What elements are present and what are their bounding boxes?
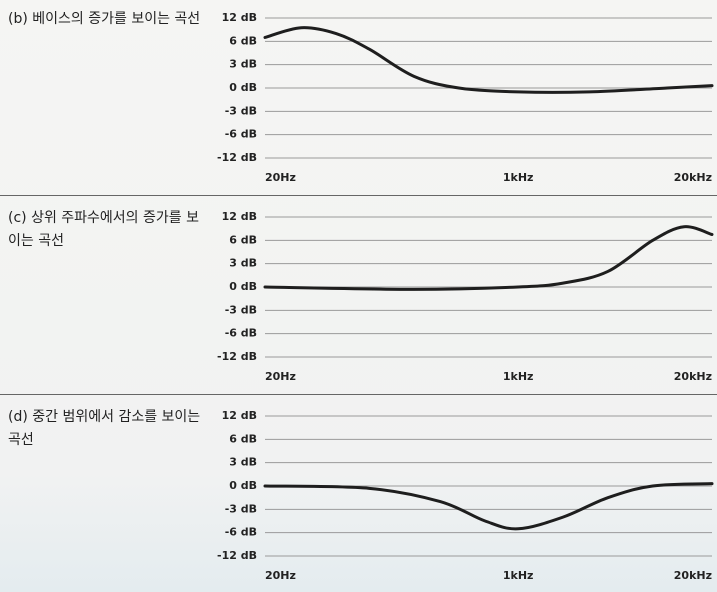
y-tick-label: -3 dB (225, 104, 257, 117)
y-tick-label: 6 dB (229, 432, 257, 445)
x-tick-label: 20Hz (265, 370, 296, 383)
chart-panel: (b) 베이스의 증가를 보이는 곡선 12 dB 6 dB 3 dB 0 dB -3 d… (0, 0, 717, 196)
y-tick-label: 6 dB (229, 233, 257, 246)
eq-curve (263, 482, 714, 531)
y-tick-label: -12 dB (217, 151, 257, 164)
y-tick-label: -6 dB (225, 526, 257, 539)
y-tick-label: 12 dB (222, 409, 257, 422)
y-tick-label: 3 dB (229, 257, 257, 270)
x-tick-label: 1kHz (503, 370, 534, 383)
y-tick-label: -3 dB (225, 303, 257, 316)
y-tick-label: -12 dB (217, 549, 257, 562)
y-tick-label: -3 dB (225, 502, 257, 515)
y-tick-label: -6 dB (225, 327, 257, 340)
chart-panel: (d) 중간 범위에서 감소를 보이는 곡선 12 dB 6 dB 3 dB 0 dB -… (0, 398, 717, 592)
chart-title: (d) 중간 범위에서 감소를 보이는 곡선 (8, 409, 201, 448)
y-tick-label: 0 dB (229, 280, 257, 293)
y-tick-label: -6 dB (225, 128, 257, 141)
x-tick-label: 20kHz (674, 569, 712, 582)
eq-curve (263, 225, 714, 291)
divider (0, 195, 717, 196)
chart: 12 dB 6 dB 3 dB 0 dB -3 dB -6 dB -12 dB 20Hz 1kH… (217, 11, 714, 184)
x-tick-label: 20kHz (674, 370, 712, 383)
x-tick-label: 20kHz (674, 171, 712, 184)
y-tick-label: 12 dB (222, 11, 257, 24)
chart-panel: (c) 상위 주파수에서의 증가를 보이는 곡선 12 dB 6 dB 3 dB 0 d… (0, 199, 717, 395)
y-tick-label: 3 dB (229, 456, 257, 469)
y-tick-label: 12 dB (222, 210, 257, 223)
chart-title: (b) 베이스의 증가를 보이는 곡선 (8, 11, 201, 27)
chart: 12 dB 6 dB 3 dB 0 dB -3 dB -6 dB -12 dB 20Hz 1kH… (217, 409, 714, 582)
y-tick-label: -12 dB (217, 350, 257, 363)
x-tick-label: 20Hz (265, 569, 296, 582)
chart-title: (c) 상위 주파수에서의 증가를 보이는 곡선 (8, 210, 199, 249)
x-tick-label: 1kHz (503, 171, 534, 184)
y-tick-label: 0 dB (229, 479, 257, 492)
chart: 12 dB 6 dB 3 dB 0 dB -3 dB -6 dB -12 dB 20Hz 1kH… (217, 210, 714, 383)
eq-curve (263, 26, 714, 94)
x-tick-label: 20Hz (265, 171, 296, 184)
x-tick-label: 1kHz (503, 569, 534, 582)
y-tick-label: 3 dB (229, 58, 257, 71)
y-tick-label: 6 dB (229, 34, 257, 47)
divider (0, 394, 717, 395)
y-tick-label: 0 dB (229, 81, 257, 94)
